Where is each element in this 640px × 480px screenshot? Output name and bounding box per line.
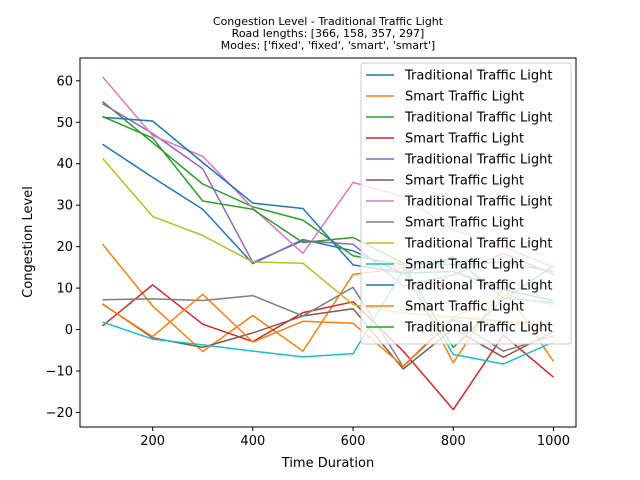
- legend-entry: Traditional Traffic Light: [404, 321, 552, 336]
- y-tick-label: −10: [46, 365, 73, 380]
- y-tick-label: 30: [56, 199, 73, 214]
- y-tick-label: 50: [56, 116, 73, 131]
- legend-entry: Smart Traffic Light: [405, 300, 524, 315]
- y-tick-label: 40: [56, 157, 73, 172]
- legend-entry: Smart Traffic Light: [405, 174, 524, 189]
- y-tick-label: 60: [56, 74, 73, 89]
- y-tick-label: 10: [56, 282, 73, 297]
- y-tick-label: 20: [56, 240, 73, 255]
- legend-entry: Traditional Traffic Light: [404, 69, 552, 84]
- x-tick-label: 200: [140, 434, 165, 449]
- legend-entry: Smart Traffic Light: [405, 90, 524, 105]
- legend: Traditional Traffic Light Smart Traffic L…: [360, 62, 572, 345]
- y-axis-ticks: −20 −10 0 10 20 30 40 50 60: [46, 74, 80, 421]
- plot-area-frame: [79, 57, 577, 428]
- legend-entry: Smart Traffic Light: [405, 216, 524, 231]
- legend-entry: Smart Traffic Light: [405, 132, 524, 147]
- legend-entry: Traditional Traffic Light: [404, 111, 552, 126]
- x-tick-label: 400: [240, 434, 265, 449]
- y-axis-label: Congestion Level: [21, 186, 36, 298]
- legend-box: [360, 62, 572, 345]
- legend-entry: Traditional Traffic Light: [404, 153, 552, 168]
- x-tick-label: 1000: [537, 434, 570, 449]
- x-axis-label: Time Duration: [281, 456, 374, 471]
- legend-entry: Traditional Traffic Light: [404, 195, 552, 210]
- y-tick-label: 0: [65, 323, 73, 338]
- series-line-4: [102, 284, 554, 411]
- title-line-2: Road lengths: [366, 158, 357, 297]: [232, 27, 425, 40]
- title-line-3: Modes: ['fixed', 'fixed', 'smart', 'smar…: [221, 39, 435, 52]
- legend-entry: Smart Traffic Light: [405, 258, 524, 273]
- chart-title: Congestion Level - Traditional Traffic L…: [213, 15, 444, 52]
- x-tick-label: 800: [441, 434, 466, 449]
- x-tick-label: 600: [341, 434, 366, 449]
- legend-entry: Traditional Traffic Light: [404, 237, 552, 252]
- title-line-1: Congestion Level - Traditional Traffic L…: [213, 15, 444, 28]
- x-axis-ticks: 200 400 600 800 1000: [140, 427, 570, 449]
- legend-entry: Traditional Traffic Light: [404, 279, 552, 294]
- y-tick-label: −20: [46, 406, 73, 421]
- series-line-10: [102, 269, 554, 365]
